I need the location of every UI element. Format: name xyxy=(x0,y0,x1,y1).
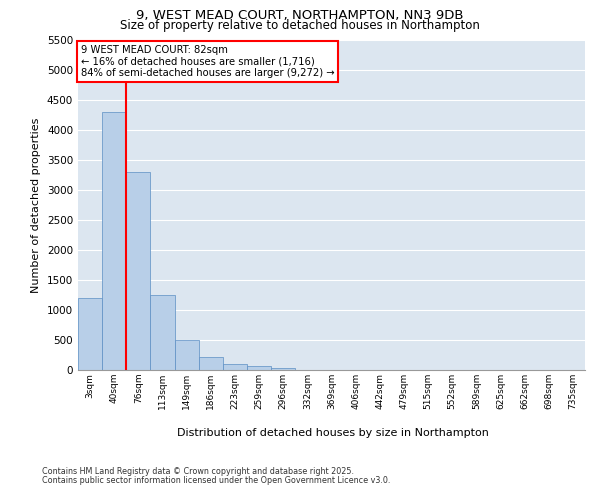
Text: Contains public sector information licensed under the Open Government Licence v3: Contains public sector information licen… xyxy=(42,476,391,485)
Bar xyxy=(78,298,102,370)
Bar xyxy=(199,357,223,370)
Text: Distribution of detached houses by size in Northampton: Distribution of detached houses by size … xyxy=(177,428,489,438)
Text: Size of property relative to detached houses in Northampton: Size of property relative to detached ho… xyxy=(120,19,480,32)
Y-axis label: Number of detached properties: Number of detached properties xyxy=(31,118,41,292)
Bar xyxy=(102,112,126,370)
Bar xyxy=(271,368,295,370)
Bar xyxy=(223,364,247,370)
Bar xyxy=(175,340,199,370)
Bar xyxy=(126,172,151,370)
Text: Contains HM Land Registry data © Crown copyright and database right 2025.: Contains HM Land Registry data © Crown c… xyxy=(42,468,354,476)
Bar xyxy=(247,366,271,370)
Bar xyxy=(151,295,175,370)
Text: 9, WEST MEAD COURT, NORTHAMPTON, NN3 9DB: 9, WEST MEAD COURT, NORTHAMPTON, NN3 9DB xyxy=(136,9,464,22)
Text: 9 WEST MEAD COURT: 82sqm
← 16% of detached houses are smaller (1,716)
84% of sem: 9 WEST MEAD COURT: 82sqm ← 16% of detach… xyxy=(80,45,334,78)
